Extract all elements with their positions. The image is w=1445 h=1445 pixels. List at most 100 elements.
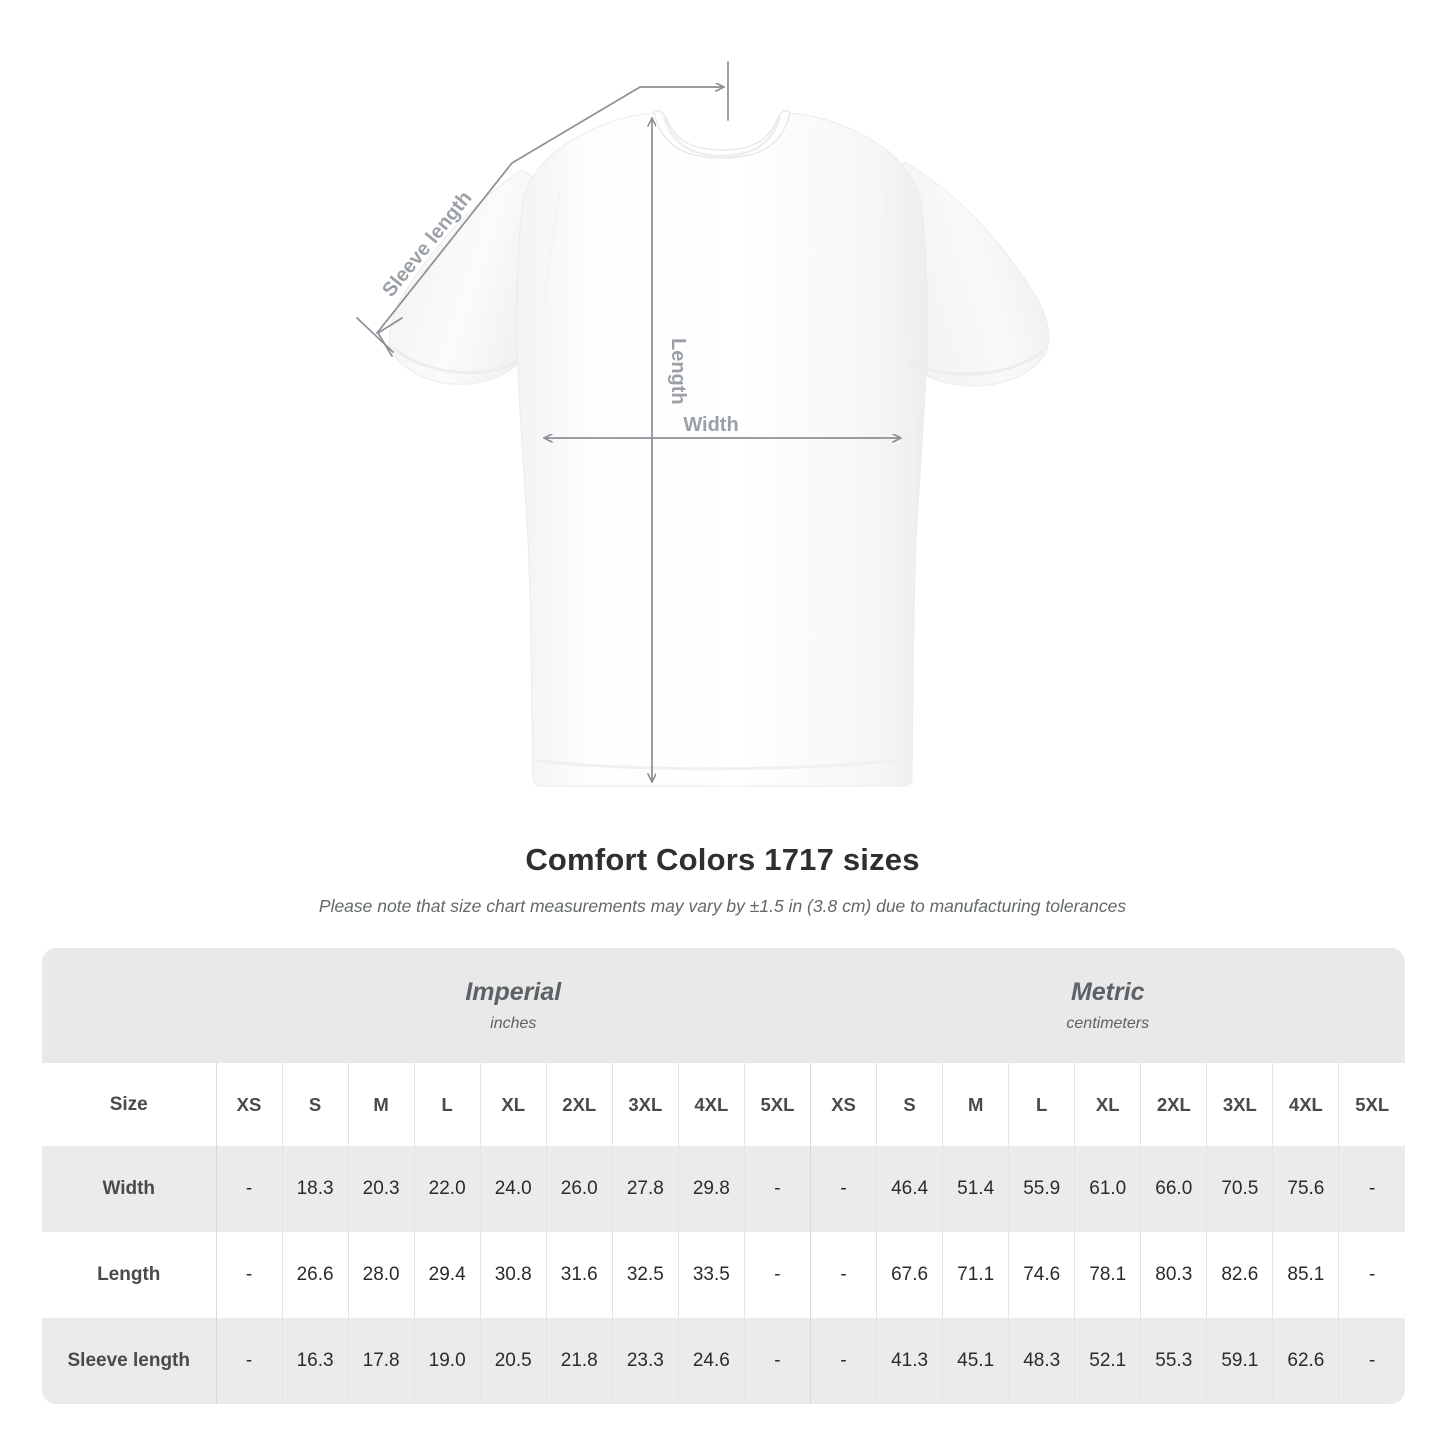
size-header-5xl-imperial: 5XL [744,1063,812,1146]
row-label-length: Length [42,1232,217,1318]
collar-shadow [662,116,782,158]
size-header-s-imperial: S [282,1063,349,1146]
cell-width-s-imperial: 18.3 [282,1146,349,1232]
left-sleeve-hem [392,346,517,375]
cell-width-m-metric: 51.4 [942,1146,1010,1232]
cell-width-3xl-imperial: 27.8 [612,1146,679,1232]
cell-length-5xl-imperial: - [744,1232,812,1318]
unit-header-imperial: Imperial inches [216,948,811,1063]
cell-width-4xl-imperial: 29.8 [678,1146,745,1232]
tshirt-measurement-svg: Sleeve length Length Width [356,61,1050,787]
measurement-annotations [356,61,902,783]
cell-length-4xl-metric: 85.1 [1272,1232,1340,1318]
bottom-hem [532,756,913,771]
unit-sublabel: centimeters [1066,1014,1150,1032]
table-row: Width -18.3 20.3 22.0 24.0 26.0 27.8 29.8- -46.4… [42,1146,1405,1232]
cell-sleeve-length-xl-metric: 52.1 [1074,1318,1142,1404]
cell-sleeve-length-s-imperial: 16.3 [282,1318,349,1404]
unit-banner-spacer [42,948,216,1063]
cell-sleeve-length-m-imperial: 17.8 [348,1318,415,1404]
cell-sleeve-length-l-imperial: 19.0 [414,1318,481,1404]
tshirt-diagram: Sleeve length Length Width [356,61,1050,787]
cell-width-xs-imperial: - [216,1146,283,1232]
size-header-5xl-metric: 5XL [1338,1063,1405,1146]
cell-sleeve-length-xs-imperial: - [216,1318,283,1404]
size-header-xs-metric: XS [810,1063,878,1146]
cell-sleeve-length-m-metric: 45.1 [942,1318,1010,1404]
fabric-fold-left [529,189,561,471]
right-sleeve-hem [909,348,1046,376]
cell-sleeve-length-5xl-metric: - [1338,1318,1405,1404]
cell-width-2xl-metric: 66.0 [1140,1146,1208,1232]
cell-sleeve-length-5xl-imperial: - [744,1318,812,1404]
size-header-4xl-metric: 4XL [1272,1063,1340,1146]
length-label: Length [667,338,689,405]
cell-width-xl-imperial: 24.0 [480,1146,547,1232]
cell-width-xl-metric: 61.0 [1074,1146,1142,1232]
cell-length-2xl-metric: 80.3 [1140,1232,1208,1318]
cell-width-l-metric: 55.9 [1008,1146,1076,1232]
row-label-width: Width [42,1146,217,1232]
cell-sleeve-length-2xl-imperial: 21.8 [546,1318,613,1404]
cell-sleeve-length-s-metric: 41.3 [876,1318,944,1404]
size-header-l-imperial: L [414,1063,481,1146]
cell-length-xl-metric: 78.1 [1074,1232,1142,1318]
cell-length-3xl-imperial: 32.5 [612,1232,679,1318]
cell-length-l-imperial: 29.4 [414,1232,481,1318]
cell-length-5xl-metric: - [1338,1232,1405,1318]
tshirt-body [516,112,928,787]
cell-length-s-imperial: 26.6 [282,1232,349,1318]
page-title: Comfort Colors 1717 sizes [525,842,920,877]
tshirt-garment [388,110,1050,787]
cell-length-2xl-imperial: 31.6 [546,1232,613,1318]
fabric-fold-right [883,185,915,471]
collar [653,110,791,159]
sleeve-end-tick [356,317,394,353]
size-header-l-metric: L [1008,1063,1076,1146]
cell-sleeve-length-4xl-metric: 62.6 [1272,1318,1340,1404]
size-header-s-metric: S [876,1063,944,1146]
size-header-4xl-imperial: 4XL [678,1063,745,1146]
table-row: Sleeve length -16.3 17.8 19.0 20.5 21.8 23.3 24… [42,1318,1405,1404]
cell-length-xl-imperial: 30.8 [480,1232,547,1318]
cell-width-5xl-metric: - [1338,1146,1405,1232]
size-header-xs-imperial: XS [216,1063,283,1146]
size-header-m-metric: M [942,1063,1010,1146]
cell-width-5xl-imperial: - [744,1146,812,1232]
size-header-2xl-imperial: 2XL [546,1063,613,1146]
cell-sleeve-length-xs-metric: - [810,1318,878,1404]
size-chart-table-wrap: Imperial inches Metric centimeters Size XS S M L… [42,948,1405,1404]
cell-width-2xl-imperial: 26.0 [546,1146,613,1232]
size-header-3xl-metric: 3XL [1206,1063,1274,1146]
row-label-sleeve-length: Sleeve length [42,1318,217,1404]
cell-length-s-metric: 67.6 [876,1232,944,1318]
table-row: Length -26.6 28.0 29.4 30.8 31.6 32.5 33.5- -67.… [42,1232,1405,1318]
cell-width-s-metric: 46.4 [876,1146,944,1232]
cell-sleeve-length-3xl-metric: 59.1 [1206,1318,1274,1404]
cell-width-4xl-metric: 75.6 [1272,1146,1340,1232]
size-chart-table: Imperial inches Metric centimeters Size XS S M L… [42,948,1405,1404]
cell-sleeve-length-2xl-metric: 55.3 [1140,1318,1208,1404]
cell-width-3xl-metric: 70.5 [1206,1146,1274,1232]
unit-sublabel: inches [490,1014,537,1032]
shoulder-leader-line [376,87,725,334]
cell-width-l-imperial: 22.0 [414,1146,481,1232]
cell-sleeve-length-xl-imperial: 20.5 [480,1318,547,1404]
unit-name: Metric [1070,977,1145,1006]
unit-name: Imperial [465,977,562,1006]
heading-block: Comfort Colors 1717 sizes Please note th… [0,840,1445,919]
cell-width-xs-metric: - [810,1146,878,1232]
size-header-xl-imperial: XL [480,1063,547,1146]
sleeve-arrow-head [376,317,403,357]
cell-length-m-metric: 71.1 [942,1232,1010,1318]
unit-banner-row: Imperial inches Metric centimeters [42,948,1405,1063]
size-header-xl-metric: XL [1074,1063,1142,1146]
page-subtitle: Please note that size chart measurements… [318,896,1127,916]
cell-width-m-imperial: 20.3 [348,1146,415,1232]
cell-length-3xl-metric: 82.6 [1206,1232,1274,1318]
size-header-2xl-metric: 2XL [1140,1063,1208,1146]
size-header-3xl-imperial: 3XL [612,1063,679,1146]
cell-sleeve-length-4xl-imperial: 24.6 [678,1318,745,1404]
cell-sleeve-length-3xl-imperial: 23.3 [612,1318,679,1404]
size-header-row: Size XS S M L XL 2XL 3XL 4XL 5XL XS S M L XL 2XL 3XL 4XL 5… [42,1063,1405,1146]
